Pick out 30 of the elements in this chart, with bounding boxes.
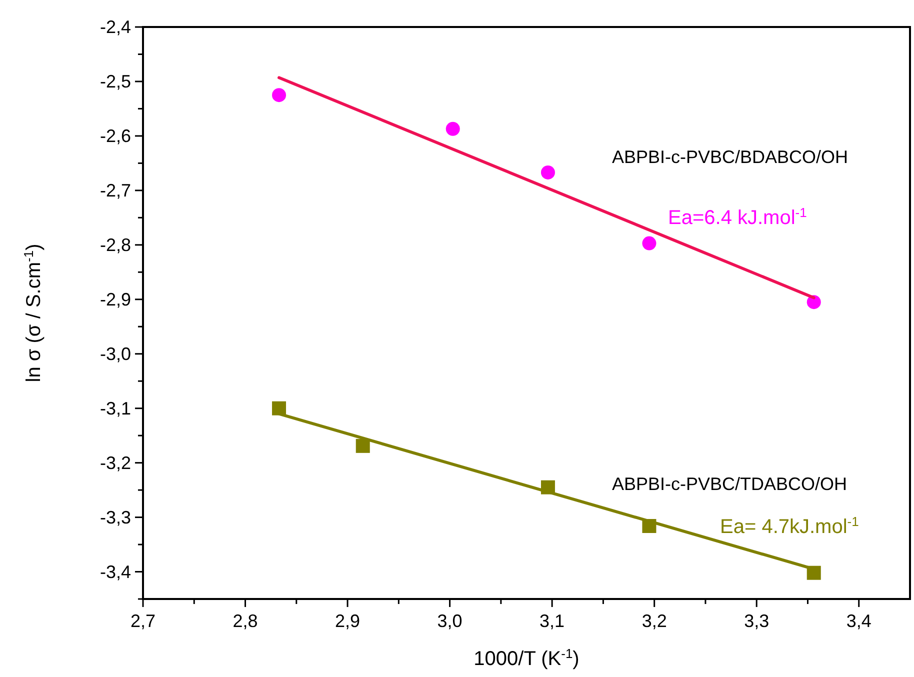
y-tick-label: -2,5	[100, 71, 131, 92]
y-tick-label: -2,6	[100, 126, 131, 146]
point	[356, 438, 370, 453]
y-tick-label: -2,4	[100, 17, 131, 37]
y-tick-label: -2,9	[100, 289, 131, 310]
x-tick-label: 3,0	[437, 611, 462, 631]
x-axis-title: 1000/T (K$^{-1}$)	[474, 646, 580, 670]
x-tick-label: 3,2	[642, 611, 667, 631]
point	[446, 122, 460, 136]
annotation: Ea=6.4 kJ.mol$^{-1}$	[668, 204, 807, 229]
y-tick-label: -3,2	[100, 452, 131, 473]
point	[540, 165, 555, 180]
y-tick-label: -3,3	[100, 507, 131, 528]
y-tick-label: -2,7	[100, 180, 131, 200]
annotation: ABPBI-c-PVBC/BDABCO/OH	[612, 147, 848, 167]
x-tick-label: 2,9	[335, 611, 360, 631]
y-tick-label: -2,8	[100, 234, 131, 255]
x-tick-label: 3,4	[846, 611, 872, 631]
x-tick-label: 3,3	[744, 611, 770, 631]
x-tick-label: 2,8	[232, 611, 258, 631]
annotation: Ea= 4.7kJ.mol$^{-1}$	[720, 514, 859, 538]
annotation: ABPBI-c-PVBC/TDABCO/OH	[612, 474, 848, 494]
y-tick-label: -3,0	[100, 344, 131, 364]
y-tick-label: -3,4	[100, 562, 131, 582]
x-tick-label: 2,7	[130, 611, 156, 631]
point	[272, 401, 286, 416]
point	[272, 88, 286, 102]
point	[642, 236, 656, 250]
x-tick-label: 3,1	[540, 611, 565, 631]
y-tick-label: -3,1	[100, 398, 131, 418]
